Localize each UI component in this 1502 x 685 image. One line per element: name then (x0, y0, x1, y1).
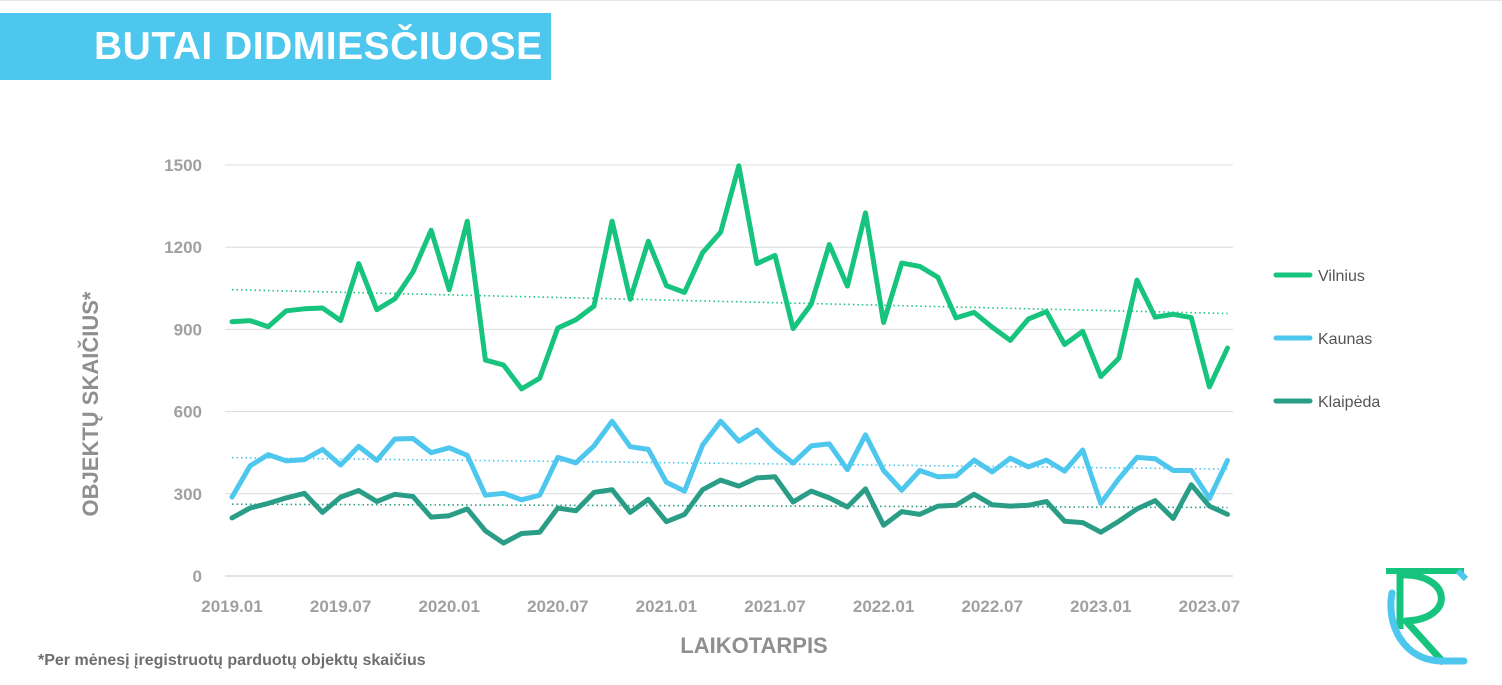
x-axis-label: LAIKOTARPIS (680, 633, 827, 658)
x-tick-label: 2019.01 (201, 597, 262, 616)
trendline-klaipėda (231, 503, 1228, 509)
trendline-kaunas (231, 456, 1228, 470)
y-tick-label: 900 (174, 320, 202, 339)
x-axis-ticks: 2019.01 2019.07 2020.01 2020.07 2021.01 2021.… (201, 597, 1240, 616)
legend-label: Klaipėda (1318, 394, 1380, 411)
footnote: *Per mėnesį įregistruotų parduotų objekt… (38, 652, 426, 669)
y-tick-label: 1500 (164, 156, 202, 175)
series-line-klaipėda (229, 474, 1230, 546)
x-tick-label: 2023.07 (1179, 597, 1240, 616)
rc-logo (1386, 568, 1468, 666)
y-tick-label: 1200 (164, 238, 202, 257)
y-axis-label: OBJEKTŲ SKAIČIUS* (78, 291, 103, 516)
series-lines (229, 163, 1230, 546)
x-tick-label: 2019.07 (310, 597, 371, 616)
logo-r-bowl (1399, 571, 1447, 666)
logo-corner (1455, 568, 1468, 582)
x-tick-label: 2020.01 (418, 597, 479, 616)
y-axis-ticks: 0 300 600 900 1200 1500 (164, 156, 202, 586)
x-tick-label: 2022.01 (853, 597, 914, 616)
x-tick-label: 2020.07 (527, 597, 588, 616)
legend: Vilnius Kaunas Klaipėda (1273, 268, 1380, 411)
page-title: BUTAI DIDMIESČIUOSE (94, 25, 543, 68)
title-banner: BUTAI DIDMIESČIUOSE (0, 13, 551, 80)
logo-c-arc (1387, 589, 1468, 665)
y-tick-label: 300 (174, 485, 202, 504)
y-tick-label: 600 (174, 403, 202, 422)
series-line-vilnius (229, 163, 1230, 392)
top-rule (0, 0, 1502, 1)
x-tick-label: 2021.07 (744, 597, 805, 616)
gridlines (225, 164, 1233, 577)
x-tick-label: 2021.01 (636, 597, 697, 616)
trendlines (231, 288, 1228, 509)
y-tick-label: 0 (193, 567, 202, 586)
x-tick-label: 2022.07 (961, 597, 1022, 616)
legend-label: Vilnius (1318, 268, 1365, 285)
x-tick-label: 2023.01 (1070, 597, 1131, 616)
trendline-vilnius (231, 288, 1228, 315)
legend-label: Kaunas (1318, 331, 1372, 348)
series-line-kaunas (229, 418, 1230, 506)
